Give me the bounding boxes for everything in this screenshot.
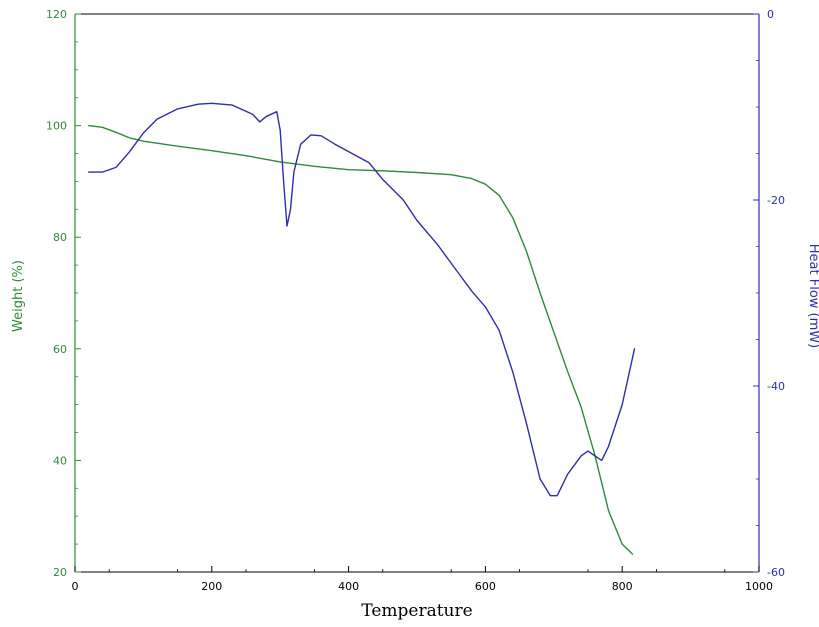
right-y-tick-label: -20	[767, 194, 785, 207]
x-tick-label: 600	[475, 580, 496, 593]
weight-series-line	[88, 124, 634, 555]
x-tick-label: 400	[338, 580, 359, 593]
left-y-tick-label: 100	[46, 120, 67, 133]
series-layer	[88, 102, 636, 555]
right-y-tick-label: 0	[767, 8, 774, 21]
x-axis-ticks: 0 200 400 600 800 1000	[72, 566, 773, 593]
left-y-tick-label: 80	[53, 231, 67, 244]
x-tick-label: 800	[612, 580, 633, 593]
heat-flow-series-line	[88, 102, 636, 497]
left-y-tick-label: 120	[46, 8, 67, 21]
x-tick-label: 0	[72, 580, 79, 593]
right-y-tick-label: -40	[767, 380, 785, 393]
right-y-axis-ticks: -60 -40 -20 0	[753, 8, 785, 579]
left-y-axis-title: Weight (%)	[11, 260, 26, 332]
left-y-tick-label: 40	[53, 454, 67, 467]
right-y-axis-title: Heat Flow (mW)	[806, 244, 819, 348]
left-y-tick-label: 20	[53, 566, 67, 579]
right-y-tick-label: -60	[767, 566, 785, 579]
left-y-axis-ticks: 20 40 60 80 100 120	[46, 8, 81, 579]
left-y-tick-label: 60	[53, 343, 67, 356]
plot-frame	[74, 13, 760, 573]
x-tick-label: 200	[201, 580, 222, 593]
x-axis-title: Temperature	[361, 601, 472, 621]
x-tick-label: 1000	[745, 580, 773, 593]
